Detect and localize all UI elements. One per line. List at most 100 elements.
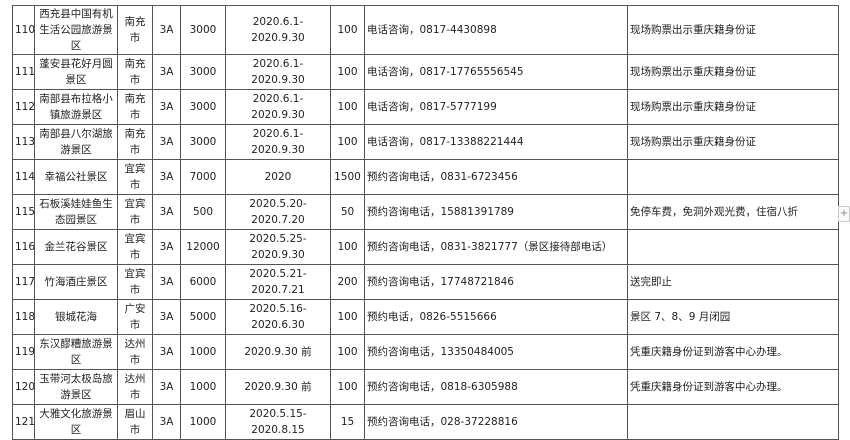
cell-row-number: 120 xyxy=(12,369,35,405)
cell-period: 2020.6.1-2020.9.30 xyxy=(225,124,331,160)
cell-row-number: 115 xyxy=(12,194,35,230)
cell-contact: 预约咨询电话，0818-6305988 xyxy=(364,369,628,405)
cell-row-number: 112 xyxy=(12,89,35,125)
table-body: 110 西充县中国有机生活公园旅游景区 南充市 3A 3000 2020.6.1-2020… xyxy=(12,5,839,440)
cell-contact: 预约电话，0826-5515666 xyxy=(364,299,628,335)
cell-spot-name: 南部县八尔湖旅游景区 xyxy=(34,124,118,160)
cell-daily-limit: 100 xyxy=(330,54,365,90)
table-row: 115 石板溪娃娃鱼生态园景区 宜宾市 3A 500 2020.5.20-2020.7.2… xyxy=(12,194,839,230)
cell-daily-limit: 1500 xyxy=(330,159,365,195)
cell-note: 现场购票出示重庆籍身份证 xyxy=(627,89,839,125)
cell-level: 3A xyxy=(152,334,181,370)
cell-spot-name: 石板溪娃娃鱼生态园景区 xyxy=(34,194,118,230)
cell-spot-name: 金兰花谷景区 xyxy=(34,229,118,265)
table-row: 113 南部县八尔湖旅游景区 南充市 3A 3000 2020.6.1-2020.9.30… xyxy=(12,124,839,160)
cell-city: 达州市 xyxy=(117,334,153,370)
cell-level: 3A xyxy=(152,54,181,90)
cell-row-number: 116 xyxy=(12,229,35,265)
cell-period: 2020.6.1-2020.9.30 xyxy=(225,54,331,90)
cell-daily-limit: 100 xyxy=(330,369,365,405)
cell-ticket-count: 3000 xyxy=(180,124,226,160)
cell-note: 现场购票出示重庆籍身份证 xyxy=(627,54,839,90)
cell-city: 眉山市 xyxy=(117,404,153,440)
cell-ticket-count: 7000 xyxy=(180,159,226,195)
cell-contact: 电话咨询，0817-4430898 xyxy=(364,5,628,55)
cell-row-number: 118 xyxy=(12,299,35,335)
cell-city: 南充市 xyxy=(117,124,153,160)
cell-period: 2020 xyxy=(225,159,331,195)
cell-row-number: 111 xyxy=(12,54,35,90)
table-row: 112 南部县布拉格小镇旅游景区 南充市 3A 3000 2020.6.1-2020.9.… xyxy=(12,89,839,125)
cell-daily-limit: 200 xyxy=(330,264,365,300)
cell-daily-limit: 100 xyxy=(330,229,365,265)
cell-daily-limit: 50 xyxy=(330,194,365,230)
cell-ticket-count: 1000 xyxy=(180,404,226,440)
table-row: 121 大雅文化旅游景区 眉山市 3A 1000 2020.5.15-2020.8.15 1… xyxy=(12,404,839,440)
cell-daily-limit: 100 xyxy=(330,124,365,160)
cell-level: 3A xyxy=(152,229,181,265)
cell-daily-limit: 15 xyxy=(330,404,365,440)
cell-city: 南充市 xyxy=(117,89,153,125)
cell-level: 3A xyxy=(152,89,181,125)
cell-note xyxy=(627,159,839,195)
cell-city: 宜宾市 xyxy=(117,264,153,300)
cell-level: 3A xyxy=(152,299,181,335)
cell-daily-limit: 100 xyxy=(330,334,365,370)
cell-row-number: 119 xyxy=(12,334,35,370)
cell-note: 现场购票出示重庆籍身份证 xyxy=(627,5,839,55)
cell-period: 2020.5.20-2020.7.20 xyxy=(225,194,331,230)
cell-contact: 预约咨询电话，15881391789 xyxy=(364,194,628,230)
table-row: 116 金兰花谷景区 宜宾市 3A 12000 2020.5.25-2020.9.30 10… xyxy=(12,229,839,265)
cell-ticket-count: 12000 xyxy=(180,229,226,265)
cell-period: 2020.5.21-2020.7.21 xyxy=(225,264,331,300)
table-row: 111 蓬安县花好月圆景区 南充市 3A 3000 2020.6.1-2020.9.30 1… xyxy=(12,54,839,90)
scenic-spots-table: 110 西充县中国有机生活公园旅游景区 南充市 3A 3000 2020.6.1-2020… xyxy=(12,5,839,440)
cell-level: 3A xyxy=(152,404,181,440)
cell-ticket-count: 1000 xyxy=(180,369,226,405)
cell-contact: 预约咨询电话，028-37228816 xyxy=(364,404,628,440)
cell-spot-name: 银城花海 xyxy=(34,299,118,335)
cell-daily-limit: 100 xyxy=(330,5,365,55)
cell-city: 宜宾市 xyxy=(117,159,153,195)
cell-level: 3A xyxy=(152,124,181,160)
cell-spot-name: 南部县布拉格小镇旅游景区 xyxy=(34,89,118,125)
cell-note: 送完即止 xyxy=(627,264,839,300)
cell-period: 2020.5.15-2020.8.15 xyxy=(225,404,331,440)
cell-city: 广安市 xyxy=(117,299,153,335)
cell-note: 免停车费，免洞外观光费，住宿八折 xyxy=(627,194,839,230)
cell-note xyxy=(627,229,839,265)
cell-spot-name: 东汉醪糟旅游景区 xyxy=(34,334,118,370)
expand-button[interactable]: + xyxy=(838,206,850,222)
cell-row-number: 110 xyxy=(12,5,35,55)
cell-ticket-count: 500 xyxy=(180,194,226,230)
cell-contact: 电话咨询，0817-17765556545 xyxy=(364,54,628,90)
cell-note: 凭重庆籍身份证到游客中心办理。 xyxy=(627,334,839,370)
cell-spot-name: 西充县中国有机生活公园旅游景区 xyxy=(34,5,118,55)
cell-daily-limit: 100 xyxy=(330,299,365,335)
cell-city: 南充市 xyxy=(117,54,153,90)
cell-period: 2020.9.30 前 xyxy=(225,334,331,370)
cell-city: 宜宾市 xyxy=(117,194,153,230)
cell-city: 南充市 xyxy=(117,5,153,55)
cell-period: 2020.6.1-2020.9.30 xyxy=(225,89,331,125)
cell-row-number: 114 xyxy=(12,159,35,195)
table-row: 114 幸福公社景区 宜宾市 3A 7000 2020 1500 预约咨询电话，0831-67… xyxy=(12,159,839,195)
cell-spot-name: 大雅文化旅游景区 xyxy=(34,404,118,440)
cell-period: 2020.9.30 前 xyxy=(225,369,331,405)
cell-city: 达州市 xyxy=(117,369,153,405)
table-row: 118 银城花海 广安市 3A 5000 2020.5.16-2020.6.30 100 预约… xyxy=(12,299,839,335)
cell-ticket-count: 1000 xyxy=(180,334,226,370)
cell-ticket-count: 3000 xyxy=(180,89,226,125)
cell-row-number: 117 xyxy=(12,264,35,300)
cell-ticket-count: 6000 xyxy=(180,264,226,300)
cell-contact: 电话咨询，0817-13388221444 xyxy=(364,124,628,160)
table-row: 110 西充县中国有机生活公园旅游景区 南充市 3A 3000 2020.6.1-2020… xyxy=(12,5,839,55)
cell-ticket-count: 5000 xyxy=(180,299,226,335)
cell-spot-name: 玉带河太极岛旅游景区 xyxy=(34,369,118,405)
cell-ticket-count: 3000 xyxy=(180,5,226,55)
cell-contact: 预约咨询电话，0831-3821777（景区接待部电话） xyxy=(364,229,628,265)
cell-row-number: 121 xyxy=(12,404,35,440)
cell-note: 凭重庆籍身份证到游客中心办理。 xyxy=(627,369,839,405)
cell-contact: 预约咨询电话，0831-6723456 xyxy=(364,159,628,195)
cell-period: 2020.5.16-2020.6.30 xyxy=(225,299,331,335)
